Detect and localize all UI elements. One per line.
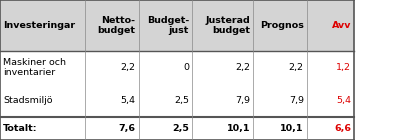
Text: 1,2: 1,2 — [336, 63, 351, 72]
Text: Netto-
budget: Netto- budget — [97, 16, 135, 35]
Text: 2,5: 2,5 — [172, 124, 189, 133]
Text: 10,1: 10,1 — [280, 124, 304, 133]
Text: 7,6: 7,6 — [118, 124, 135, 133]
Text: Totalt:: Totalt: — [3, 124, 38, 133]
Text: Maskiner och
inventarier: Maskiner och inventarier — [3, 58, 66, 77]
Text: Investeringar: Investeringar — [3, 21, 75, 30]
Text: 5,4: 5,4 — [120, 96, 135, 105]
Text: 0: 0 — [183, 63, 189, 72]
Text: Justerad
budget: Justerad budget — [206, 16, 250, 35]
Text: 7,9: 7,9 — [289, 96, 304, 105]
Text: Budget-
just: Budget- just — [147, 16, 189, 35]
Bar — [0, 0, 354, 51]
Text: 10,1: 10,1 — [227, 124, 250, 133]
Text: 2,2: 2,2 — [120, 63, 135, 72]
Text: 7,9: 7,9 — [235, 96, 250, 105]
Text: 6,6: 6,6 — [334, 124, 351, 133]
Text: 2,2: 2,2 — [235, 63, 250, 72]
Text: Stadsmiljö: Stadsmiljö — [3, 96, 53, 105]
Text: Prognos: Prognos — [260, 21, 304, 30]
Text: 2,5: 2,5 — [174, 96, 189, 105]
Text: 5,4: 5,4 — [336, 96, 351, 105]
Text: 2,2: 2,2 — [289, 63, 304, 72]
Text: Avv: Avv — [332, 21, 351, 30]
